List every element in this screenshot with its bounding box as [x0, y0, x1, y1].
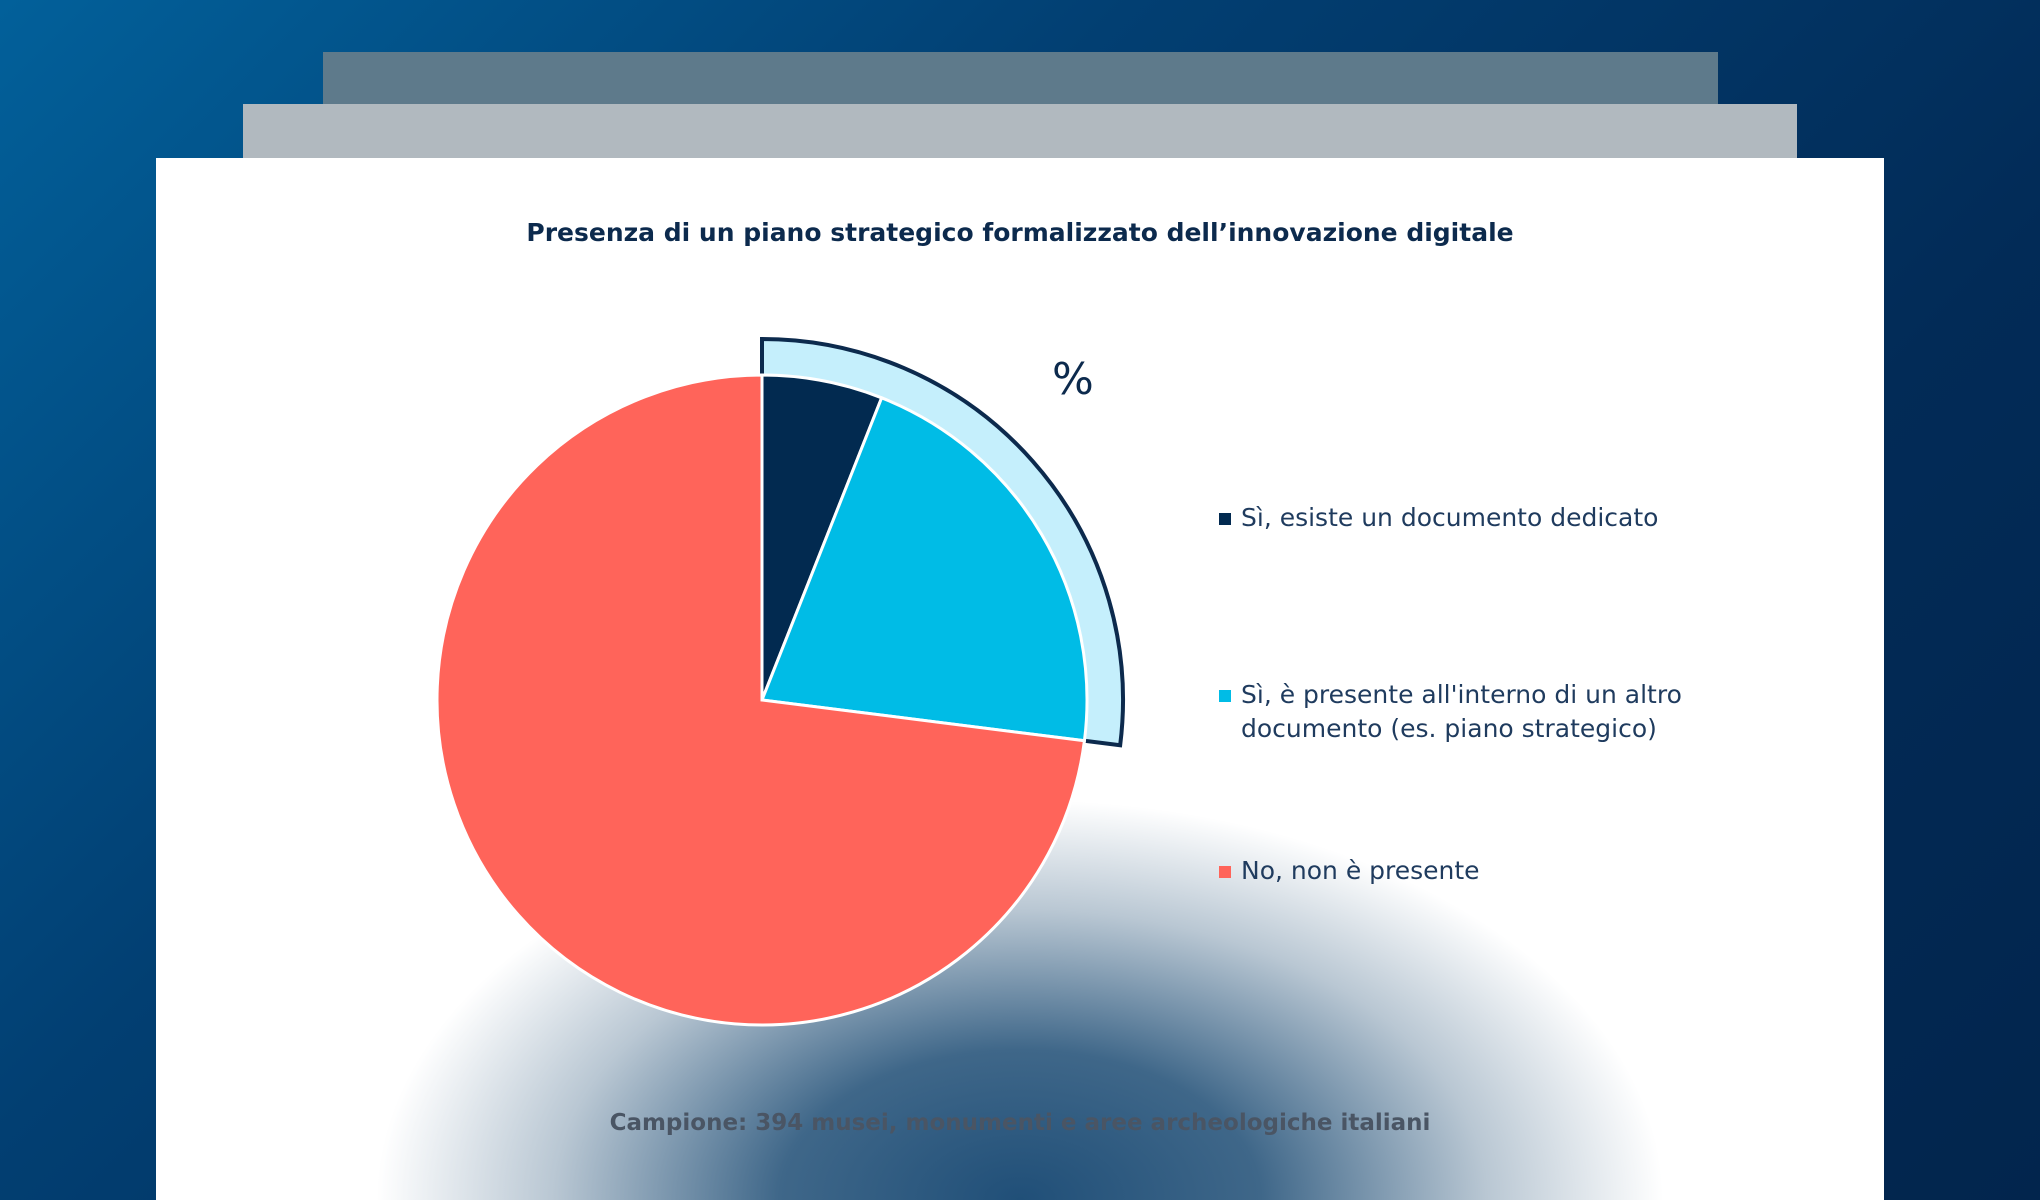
- chart-title: Presenza di un piano strategico formaliz…: [526, 218, 1514, 247]
- legend-swatch: [1219, 866, 1231, 878]
- pie-slice: [760, 373, 884, 701]
- legend-swatch: [1219, 513, 1231, 525]
- legend-label: Sì, è presente all'interno di un altro d…: [1241, 680, 1682, 743]
- legend-swatch: [1219, 690, 1231, 702]
- chart-panel: Presenza di un piano strategico formaliz…: [156, 158, 1884, 1200]
- legend-item: Sì, esiste un documento dedicato: [1219, 501, 1701, 535]
- legend-item: No, non è presente: [1219, 854, 1701, 888]
- legend-label: Sì, esiste un documento dedicato: [1241, 503, 1659, 532]
- legend-label: No, non è presente: [1241, 856, 1480, 885]
- pie-chart: %: [435, 336, 1125, 1027]
- pie-slice: [435, 373, 1087, 1027]
- legend-item: Sì, è presente all'interno di un altro d…: [1219, 678, 1701, 746]
- footnote: Campione: 394 musei, monumenti e aree ar…: [609, 1110, 1431, 1136]
- unit-label: %: [1052, 354, 1094, 405]
- pie-slice: [759, 395, 1089, 743]
